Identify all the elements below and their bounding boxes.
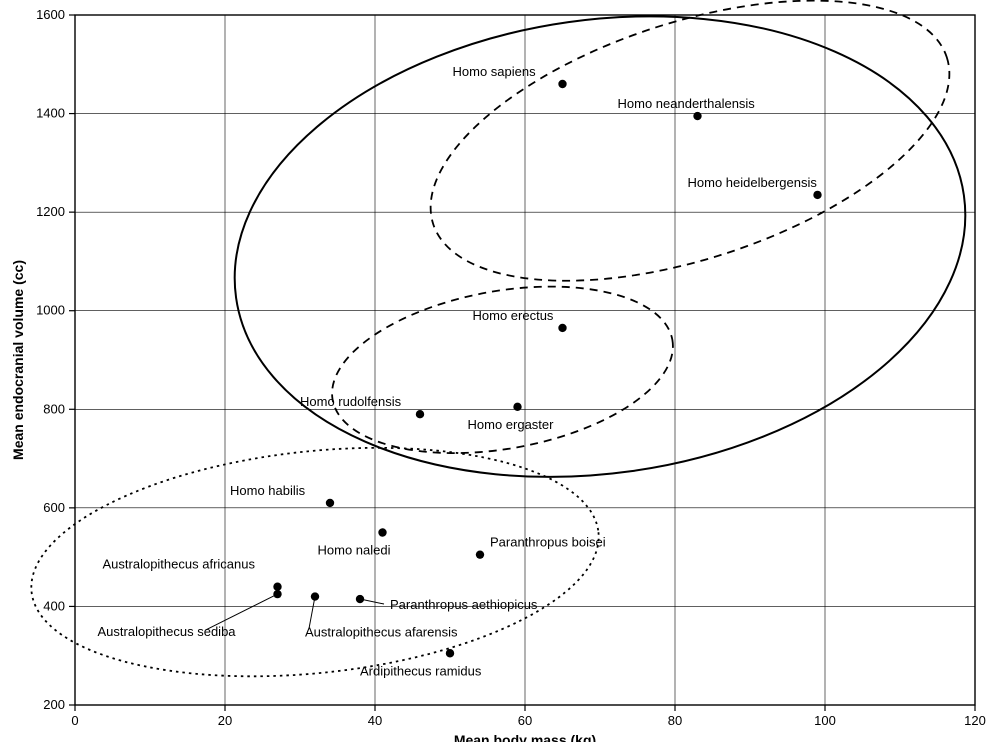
data-point-label: Homo habilis [230, 483, 306, 498]
x-axis-label: Mean body mass (kg) [454, 732, 596, 742]
data-point-label: Paranthropus boisei [490, 535, 606, 550]
y-tick-label: 600 [43, 500, 65, 515]
data-point-label: Homo sapiens [453, 64, 537, 79]
x-tick-label: 120 [964, 713, 986, 728]
data-point [416, 410, 424, 418]
y-tick-label: 1000 [36, 303, 65, 318]
data-point [356, 595, 364, 603]
y-tick-label: 400 [43, 598, 65, 613]
data-point-label: Homo naledi [318, 543, 391, 558]
x-tick-label: 80 [668, 713, 682, 728]
y-tick-label: 1200 [36, 204, 65, 219]
data-point [558, 80, 566, 88]
data-point-label: Homo neanderthalensis [618, 96, 756, 111]
data-point-label: Ardipithecus ramidus [360, 663, 482, 678]
y-tick-label: 800 [43, 401, 65, 416]
y-axis-label: Mean endocranial volume (cc) [10, 260, 26, 460]
data-point-label: Australopithecus sediba [98, 624, 237, 639]
data-point-label: Paranthropus aethiopicus [390, 597, 538, 612]
data-point [558, 324, 566, 332]
y-tick-label: 1400 [36, 106, 65, 121]
data-point [693, 112, 701, 120]
data-point-label: Homo erectus [473, 308, 554, 323]
x-tick-label: 60 [518, 713, 532, 728]
data-point-label: Homo rudolfensis [300, 394, 402, 409]
data-point [378, 528, 386, 536]
data-point-label: Australopithecus africanus [103, 557, 256, 572]
data-point [446, 649, 454, 657]
chart-svg: 0 20 40 60 80 100 120 200 400 600 800 1000 1200 1400 1… [0, 0, 1000, 742]
x-tick-label: 20 [218, 713, 232, 728]
data-point [273, 583, 281, 591]
data-point-label: Homo ergaster [468, 417, 555, 432]
y-tick-label: 200 [43, 697, 65, 712]
x-tick-label: 0 [71, 713, 78, 728]
data-point [326, 499, 334, 507]
data-point [476, 550, 484, 558]
data-point-label: Australopithecus afarensis [305, 625, 458, 640]
data-point [273, 590, 281, 598]
data-point [513, 403, 521, 411]
data-point [311, 592, 319, 600]
x-tick-label: 40 [368, 713, 382, 728]
data-point [813, 191, 821, 199]
x-tick-label: 100 [814, 713, 836, 728]
scatter-chart: 0 20 40 60 80 100 120 200 400 600 800 1000 1200 1400 1… [0, 0, 1000, 742]
y-tick-label: 1600 [36, 7, 65, 22]
data-point-label: Homo heidelbergensis [688, 175, 818, 190]
